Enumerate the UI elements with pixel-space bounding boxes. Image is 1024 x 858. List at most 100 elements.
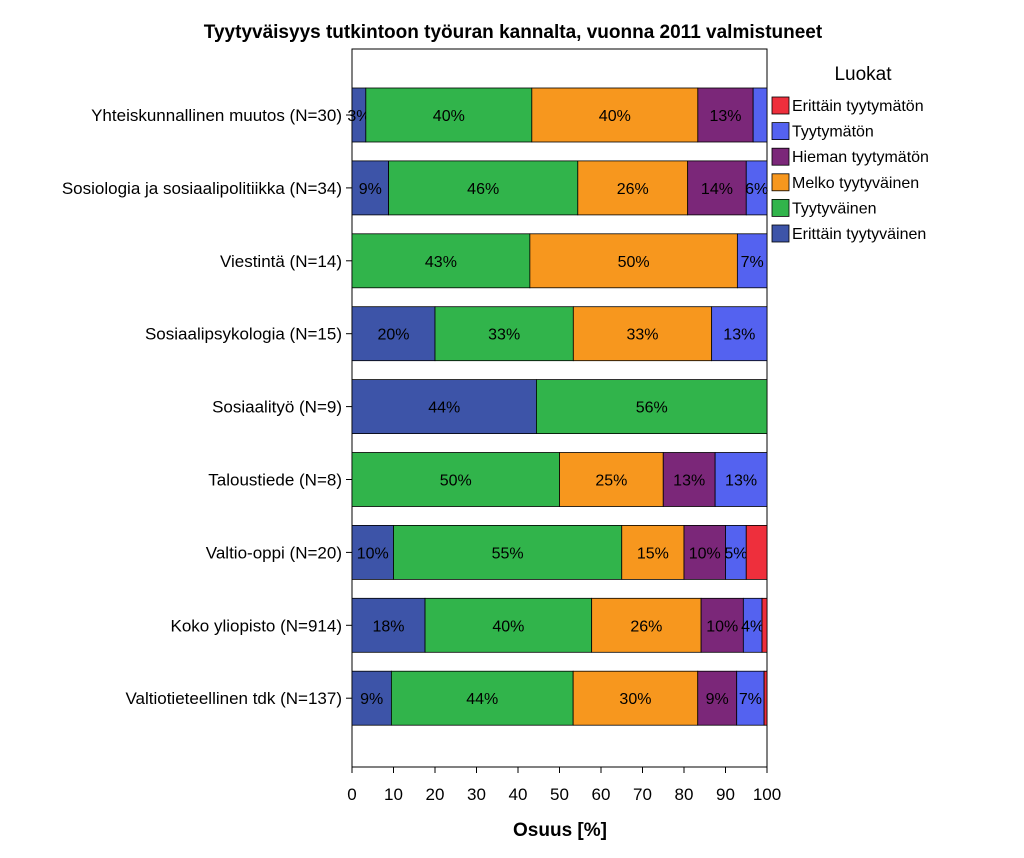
bar-segment bbox=[388, 160, 579, 216]
bar-data-label: 44% bbox=[428, 400, 460, 417]
bar-data-label: 10% bbox=[357, 545, 389, 562]
bar-data-label: 9% bbox=[706, 691, 729, 708]
category-label: Sosiaalityö (N=9) bbox=[212, 398, 342, 417]
x-tick-label: 90 bbox=[716, 785, 735, 804]
bar-segment bbox=[572, 306, 713, 362]
bar-segment bbox=[763, 670, 768, 726]
bar-data-label: 43% bbox=[425, 254, 457, 271]
bar-segment bbox=[711, 306, 768, 362]
category-label: Koko yliopisto (N=914) bbox=[170, 616, 342, 635]
bar-segment bbox=[393, 525, 623, 580]
category-label: Taloustiede (N=8) bbox=[208, 471, 342, 490]
bar-data-label: 30% bbox=[619, 691, 651, 708]
bar-segment bbox=[351, 525, 394, 580]
bar-data-label: 13% bbox=[725, 473, 757, 490]
category-label: Valtiotieteellinen tdk (N=137) bbox=[125, 689, 342, 708]
bar-segment bbox=[687, 160, 747, 216]
x-axis-title: Osuus [%] bbox=[513, 820, 607, 841]
x-tick-label: 0 bbox=[347, 785, 356, 804]
bar-segment bbox=[351, 379, 537, 435]
bar-data-label: 13% bbox=[673, 473, 705, 490]
legend-swatch bbox=[771, 198, 790, 217]
bar-data-label: 9% bbox=[359, 181, 382, 198]
bar-data-label: 14% bbox=[701, 181, 733, 198]
x-tick-label: 20 bbox=[426, 785, 445, 804]
bar-segment bbox=[752, 87, 768, 143]
legend-swatch bbox=[771, 147, 790, 166]
legend-swatch bbox=[771, 173, 790, 192]
bar-data-label: 50% bbox=[440, 473, 472, 490]
bar-segment bbox=[745, 160, 768, 216]
bar-data-label: 40% bbox=[433, 108, 465, 125]
category-axis: Yhteiskunnallinen muutos (N=30) Sosiologi… bbox=[62, 106, 352, 708]
bar-segment bbox=[529, 233, 738, 289]
legend-title: Luokat bbox=[834, 64, 892, 85]
x-tick-label: 30 bbox=[467, 785, 486, 804]
bar-data-label: 7% bbox=[741, 254, 764, 271]
bar-data-label: 44% bbox=[466, 691, 498, 708]
bar-segment bbox=[351, 306, 436, 362]
legend-swatch bbox=[771, 122, 790, 140]
x-tick-label: 10 bbox=[384, 785, 403, 804]
bar-data-label: 6% bbox=[745, 181, 768, 198]
bar-segment bbox=[683, 525, 726, 580]
bar-data-label: 9% bbox=[360, 691, 383, 708]
bar-segment bbox=[662, 452, 716, 507]
bar-segment bbox=[736, 233, 768, 289]
bar-data-label: 25% bbox=[595, 473, 627, 490]
x-axis: 0 10 20 30 40 50 60 70 80 90 100 bbox=[347, 767, 781, 804]
bar-segment bbox=[559, 452, 664, 507]
bar-data-label: 18% bbox=[373, 618, 405, 635]
bar-segment bbox=[351, 452, 560, 507]
category-label: Viestintä (N=14) bbox=[220, 252, 342, 271]
bar-data-label: 13% bbox=[709, 108, 741, 125]
bar-segment bbox=[351, 160, 390, 216]
bar-segment bbox=[424, 597, 593, 653]
category-label: Sosiaalipsykologia (N=15) bbox=[145, 325, 342, 344]
legend-label: Hieman tyytymätön bbox=[792, 149, 929, 166]
bar-segment bbox=[591, 597, 702, 653]
bar-data-label: 56% bbox=[636, 400, 668, 417]
x-tick-label: 100 bbox=[753, 785, 781, 804]
x-tick-label: 50 bbox=[550, 785, 569, 804]
bar-data-label: 15% bbox=[637, 545, 669, 562]
legend-label: Erittäin tyytymätön bbox=[792, 98, 924, 115]
bar-segment bbox=[621, 525, 685, 580]
legend-label: Melko tyytyväinen bbox=[792, 175, 919, 192]
bar-segment bbox=[697, 670, 738, 726]
bar-segment bbox=[714, 452, 768, 507]
bar-data-label: 13% bbox=[723, 327, 755, 344]
bar-data-label: 26% bbox=[617, 181, 649, 198]
bar-segment bbox=[761, 597, 768, 653]
bar-data-label: 26% bbox=[630, 618, 662, 635]
bar-segment bbox=[390, 670, 574, 726]
bar-data-label: 4% bbox=[741, 618, 764, 635]
bar-data-label: 40% bbox=[492, 618, 524, 635]
bar-data-label: 46% bbox=[467, 181, 499, 198]
legend-label: Tyytymätön bbox=[792, 124, 874, 141]
bar-data-label: 40% bbox=[599, 108, 631, 125]
category-label: Valtio-oppi (N=20) bbox=[206, 543, 342, 562]
category-label: Yhteiskunnallinen muutos (N=30) bbox=[91, 106, 342, 125]
bar-segment bbox=[577, 160, 689, 216]
x-tick-label: 80 bbox=[675, 785, 694, 804]
legend-swatch bbox=[771, 96, 790, 115]
legend: Luokat Erittäin tyytymätön Tyytymätön Hiem… bbox=[771, 64, 929, 243]
bar-data-label: 50% bbox=[618, 254, 650, 271]
bar-data-label: 10% bbox=[689, 545, 721, 562]
bar-segment bbox=[365, 87, 533, 143]
x-tick-label: 70 bbox=[633, 785, 652, 804]
category-label: Sosiologia ja sosiaalipolitiikka (N=34) bbox=[62, 179, 342, 198]
bar-segment bbox=[351, 233, 531, 289]
bars-group: 3% 40% 40% 13% 9% 46% 26% 14% 6% 43% 50% 7% 20% 33% 33… bbox=[347, 87, 768, 726]
legend-label: Tyytyväinen bbox=[792, 200, 876, 217]
legend-label: Erittäin tyytyväinen bbox=[792, 226, 926, 243]
bar-data-label: 5% bbox=[724, 545, 747, 562]
bar-segment bbox=[736, 670, 765, 726]
bar-segment bbox=[745, 525, 768, 580]
x-tick-label: 60 bbox=[592, 785, 611, 804]
legend-swatch bbox=[771, 224, 790, 243]
bar-segment bbox=[351, 670, 392, 726]
bar-data-label: 55% bbox=[492, 545, 524, 562]
